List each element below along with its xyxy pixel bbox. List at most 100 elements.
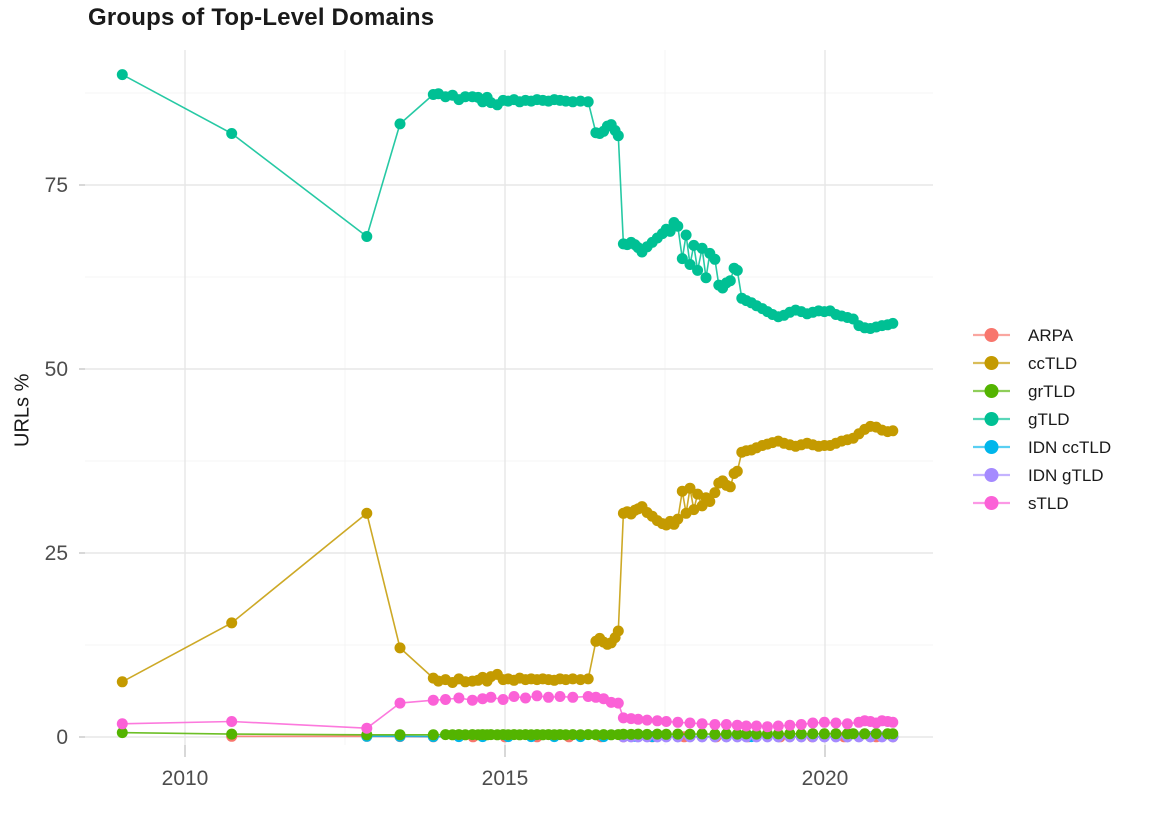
data-point xyxy=(887,425,899,437)
data-point xyxy=(720,719,732,730)
legend-key-dot xyxy=(984,328,999,342)
data-point xyxy=(567,729,579,741)
x-tick-label: 2020 xyxy=(802,767,849,790)
data-point xyxy=(688,239,700,251)
data-point xyxy=(651,715,663,727)
data-point xyxy=(795,719,807,730)
legend-item-idn-cctld: IDN ccTLD xyxy=(973,438,1111,457)
data-point xyxy=(696,728,708,740)
data-point xyxy=(761,721,773,733)
data-point xyxy=(660,728,672,740)
legend-label: ARPA xyxy=(1028,326,1074,345)
data-point xyxy=(740,728,752,740)
data-point xyxy=(700,272,712,284)
data-point xyxy=(427,694,439,706)
series-cctld xyxy=(116,420,899,688)
data-point xyxy=(672,220,684,232)
data-point xyxy=(361,231,373,242)
legend-key-dot xyxy=(984,468,999,482)
x-tick-label: 2010 xyxy=(162,767,209,790)
y-tick-label: 25 xyxy=(45,542,68,565)
data-point xyxy=(466,694,478,706)
data-point xyxy=(731,728,743,740)
legend-label: IDN ccTLD xyxy=(1028,438,1111,457)
data-point xyxy=(724,275,736,287)
data-point xyxy=(751,728,762,740)
data-point xyxy=(672,513,684,525)
data-point xyxy=(394,697,406,709)
legend-key-dot xyxy=(984,356,999,370)
data-point xyxy=(567,691,579,703)
data-point xyxy=(720,728,732,740)
data-point xyxy=(784,719,796,731)
data-point xyxy=(887,317,899,329)
data-point xyxy=(520,692,531,704)
series-line-gtld xyxy=(121,73,894,330)
data-point xyxy=(724,481,736,493)
series-gtld xyxy=(116,69,899,334)
data-point xyxy=(612,130,624,142)
data-point xyxy=(543,691,554,703)
data-point xyxy=(612,697,624,709)
x-axis-tick-labels: 2010 2015 2020 xyxy=(162,767,849,790)
data-point xyxy=(704,496,716,507)
grid-major xyxy=(85,50,933,745)
data-point xyxy=(226,128,238,139)
data-point xyxy=(709,719,721,730)
grid-minor xyxy=(85,50,933,745)
data-point xyxy=(740,720,752,732)
data-point xyxy=(830,728,842,740)
data-point xyxy=(641,714,653,726)
data-point xyxy=(394,118,406,130)
data-point xyxy=(612,625,624,637)
data-point xyxy=(590,729,602,741)
data-point xyxy=(772,728,784,740)
data-point xyxy=(887,728,899,740)
data-point xyxy=(870,728,882,740)
data-point xyxy=(582,673,594,685)
data-point xyxy=(672,728,684,740)
data-point xyxy=(684,728,696,740)
data-point xyxy=(676,253,688,265)
data-point xyxy=(116,718,128,730)
data-point xyxy=(751,720,762,732)
data-point xyxy=(731,465,743,477)
data-point xyxy=(672,716,684,728)
y-tick-label: 50 xyxy=(45,358,68,381)
legend-label: gTLD xyxy=(1028,410,1070,429)
data-point xyxy=(688,504,700,516)
data-point xyxy=(361,722,373,734)
data-point xyxy=(617,728,629,740)
legend-key-dot xyxy=(984,496,999,510)
y-tick-label: 75 xyxy=(45,174,68,197)
y-tick-label: 0 xyxy=(56,726,68,749)
data-point xyxy=(497,694,509,705)
legend-item-arpa: ARPA xyxy=(973,326,1074,345)
data-point xyxy=(731,719,743,731)
data-point xyxy=(582,729,594,741)
data-point xyxy=(709,728,721,740)
legend-key-dot xyxy=(984,440,999,454)
data-point xyxy=(847,728,859,740)
legend-item-stld: sTLD xyxy=(973,494,1069,513)
data-point xyxy=(807,728,819,740)
legend-key-dot xyxy=(984,412,999,426)
legend-label: grTLD xyxy=(1028,382,1075,401)
data-point xyxy=(660,716,672,727)
data-point xyxy=(226,728,238,740)
data-point xyxy=(361,507,373,519)
data-point xyxy=(680,229,692,241)
data-point xyxy=(684,259,696,270)
data-point xyxy=(841,718,853,730)
data-point xyxy=(795,728,807,740)
series-line-cctld xyxy=(121,425,893,684)
data-point xyxy=(684,717,696,729)
data-point xyxy=(807,717,819,729)
data-point xyxy=(632,728,644,740)
data-point xyxy=(709,253,721,265)
chart-title: Groups of Top-Level Domains xyxy=(88,4,435,31)
data-point xyxy=(582,96,594,108)
data-point xyxy=(394,642,406,654)
legend-key-dot xyxy=(984,384,999,398)
data-point xyxy=(709,487,721,499)
